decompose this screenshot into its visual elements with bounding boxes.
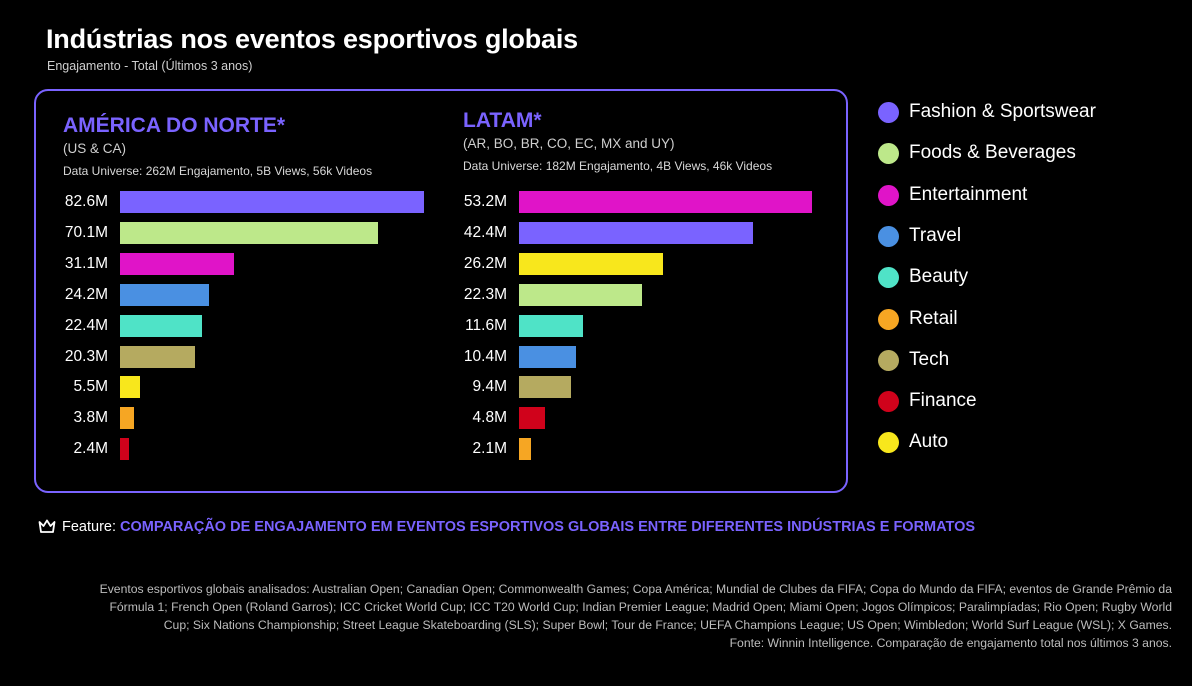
footnote-line: Fórmula 1; French Open (Roland Garros); … <box>109 600 1172 614</box>
footnote-line: Fonte: Winnin Intelligence. Comparação d… <box>729 636 1172 650</box>
bar-tech <box>120 345 195 368</box>
legend-swatch <box>878 102 899 123</box>
region-data-universe: Data Universe: 182M Engajamento, 4B View… <box>463 159 773 173</box>
legend-label: Finance <box>909 390 977 412</box>
bar-finance <box>120 438 129 461</box>
bar-value-label: 5.5M <box>73 378 108 396</box>
bar-value-label: 82.6M <box>64 193 108 210</box>
feature-line: Feature: COMPARAÇÃO DE ENGAJAMENTO EM EV… <box>38 519 975 538</box>
legend-swatch <box>878 349 899 371</box>
legend-swatch <box>878 391 899 413</box>
bar-auto <box>120 376 141 399</box>
bar-value-label: 4.8M <box>472 409 507 427</box>
bar-beauty <box>519 314 583 337</box>
bar-foods-and-beverages <box>519 283 642 306</box>
bar-fashion-and-sportswear <box>120 191 424 213</box>
footnote-line: Eventos esportivos globais analisados: A… <box>99 582 1172 596</box>
bar-auto <box>519 252 664 275</box>
region-subtitle: (US & CA) <box>63 141 127 156</box>
bar-value-label: 3.8M <box>73 409 108 427</box>
legend-label: Retail <box>909 307 958 329</box>
bar-value-label: 70.1M <box>64 223 108 241</box>
bar-value-label: 20.3M <box>64 347 108 365</box>
region-data-universe: Data Universe: 262M Engajamento, 5B View… <box>63 164 373 178</box>
bar-finance <box>519 407 546 430</box>
bar-value-label: 22.3M <box>463 285 507 303</box>
chart-title: Indústrias nos eventos esportivos globai… <box>46 24 578 54</box>
bar-entertainment <box>120 252 235 275</box>
bar-value-label: 22.4M <box>64 316 108 334</box>
region-header-north-america: AMÉRICA DO NORTE* (US & CA) Data Univers… <box>63 114 372 178</box>
region-header-latam: LATAM* (AR, BO, BR, CO, EC, MX and UY) D… <box>463 109 772 173</box>
bar-foods-and-beverages <box>120 221 378 244</box>
footnote-line: Cup; Six Nations Championship; Street Le… <box>163 618 1172 632</box>
bar-fashion-and-sportswear <box>519 221 753 244</box>
legend-label: Fashion & Sportswear <box>909 101 1096 122</box>
bar-travel <box>120 283 210 306</box>
bar-value-label: 24.2M <box>64 285 108 303</box>
bar-value-label: 42.4M <box>463 223 507 241</box>
bar-retail <box>120 407 134 430</box>
bar-retail <box>519 438 531 461</box>
legend-swatch <box>878 308 899 330</box>
feature-text: COMPARAÇÃO DE ENGAJAMENTO EM EVENTOS ESP… <box>120 519 976 535</box>
bar-value-label: 2.1M <box>472 440 507 458</box>
bar-travel <box>519 345 577 368</box>
feature-prefix: Feature: <box>62 519 116 535</box>
legend-swatch <box>878 225 899 247</box>
bar-value-label: 11.6M <box>465 316 507 334</box>
bar-value-label: 53.2M <box>463 193 507 210</box>
bar-beauty <box>120 314 203 337</box>
legend-label: Foods & Beverages <box>909 142 1076 164</box>
charts-panel <box>34 89 848 493</box>
bar-value-label: 10.4M <box>463 347 507 365</box>
region-title: AMÉRICA DO NORTE* <box>63 114 286 137</box>
bar-value-label: 31.1M <box>64 254 108 272</box>
legend-swatch <box>878 267 899 289</box>
bar-value-label: 2.4M <box>73 440 108 458</box>
legend-swatch <box>878 143 899 165</box>
legend-label: Auto <box>909 431 949 453</box>
legend-swatch <box>878 432 899 454</box>
crown-icon <box>38 519 56 538</box>
bar-entertainment <box>519 191 812 213</box>
region-subtitle: (AR, BO, BR, CO, EC, MX and UY) <box>463 136 675 151</box>
bar-value-label: 26.2M <box>463 254 507 272</box>
legend-label: Tech <box>909 348 950 370</box>
legend-swatch <box>878 184 899 206</box>
legend-label: Entertainment <box>909 183 1028 205</box>
bar-value-label: 9.4M <box>472 378 507 396</box>
chart-subtitle: Engajamento - Total (Últimos 3 anos) <box>47 59 253 73</box>
legend-label: Beauty <box>909 266 969 288</box>
legend-label: Travel <box>909 224 962 246</box>
region-title: LATAM* <box>463 109 542 132</box>
bar-tech <box>519 376 571 399</box>
footnote: Eventos esportivos globais analisados: A… <box>40 580 1172 652</box>
